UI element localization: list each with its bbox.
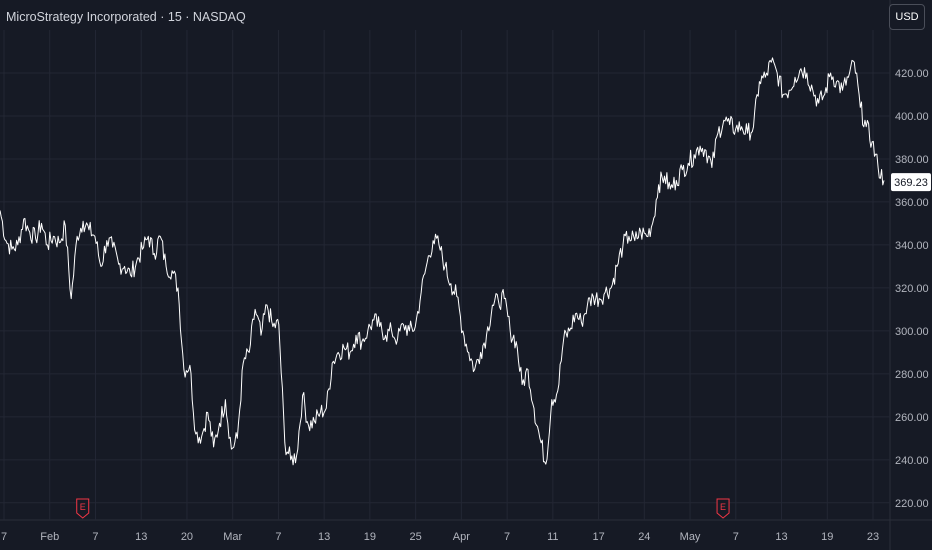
price-line: [0, 57, 885, 466]
x-tick-label: 13: [135, 531, 147, 543]
y-tick-label: 320.00: [895, 283, 929, 295]
y-tick-label: 400.00: [895, 111, 929, 123]
x-tick-label: Apr: [453, 531, 470, 543]
x-tick-label: 17: [592, 531, 604, 543]
earnings-marker[interactable]: E: [716, 498, 730, 519]
y-tick-label: 220.00: [895, 498, 929, 510]
last-price-label: 369.23: [894, 177, 928, 189]
earnings-marker[interactable]: E: [76, 498, 90, 519]
x-tick-label: 7: [275, 531, 281, 543]
x-tick-label: 23: [867, 531, 879, 543]
earnings-marker-label: E: [80, 502, 86, 512]
y-tick-label: 340.00: [895, 240, 929, 252]
x-tick-label: 19: [821, 531, 833, 543]
x-tick-label: May: [680, 531, 701, 543]
y-tick-label: 300.00: [895, 326, 929, 338]
y-tick-label: 280.00: [895, 369, 929, 381]
symbol-title[interactable]: MicroStrategy Incorporated · 15 · NASDAQ: [6, 10, 246, 24]
x-tick-label: 24: [638, 531, 650, 543]
x-tick-label: 7: [92, 531, 98, 543]
x-tick-label: Feb: [40, 531, 59, 543]
y-tick-label: 380.00: [895, 154, 929, 166]
x-tick-label: 7: [504, 531, 510, 543]
y-tick-label: 260.00: [895, 412, 929, 424]
earnings-marker-label: E: [720, 502, 726, 512]
y-tick-label: 360.00: [895, 197, 929, 209]
price-series: [0, 57, 885, 466]
currency-button[interactable]: USD: [889, 4, 925, 30]
x-tick-label: 19: [364, 531, 376, 543]
x-tick-label: 25: [410, 531, 422, 543]
y-tick-label: 240.00: [895, 455, 929, 467]
x-tick-label: 13: [318, 531, 330, 543]
x-tick-label: 11: [547, 531, 558, 543]
time-axis[interactable]: 7 Feb 7 13 20 Mar 7 13 19 25 Apr 7 11 17 24 May 7 13 19 23: [1, 531, 879, 543]
last-price-badge: 369.23: [891, 173, 931, 192]
x-tick-label: 7: [1, 531, 7, 543]
y-tick-label: 420.00: [895, 68, 929, 80]
last-price-badge-bg: [891, 173, 931, 192]
x-tick-label: 7: [733, 531, 739, 543]
x-tick-label: Mar: [223, 531, 242, 543]
x-tick-label: 20: [181, 531, 193, 543]
x-tick-label: 13: [775, 531, 787, 543]
price-axis[interactable]: 220.00 240.00 260.00 280.00 300.00 320.00 340.…: [895, 68, 929, 510]
